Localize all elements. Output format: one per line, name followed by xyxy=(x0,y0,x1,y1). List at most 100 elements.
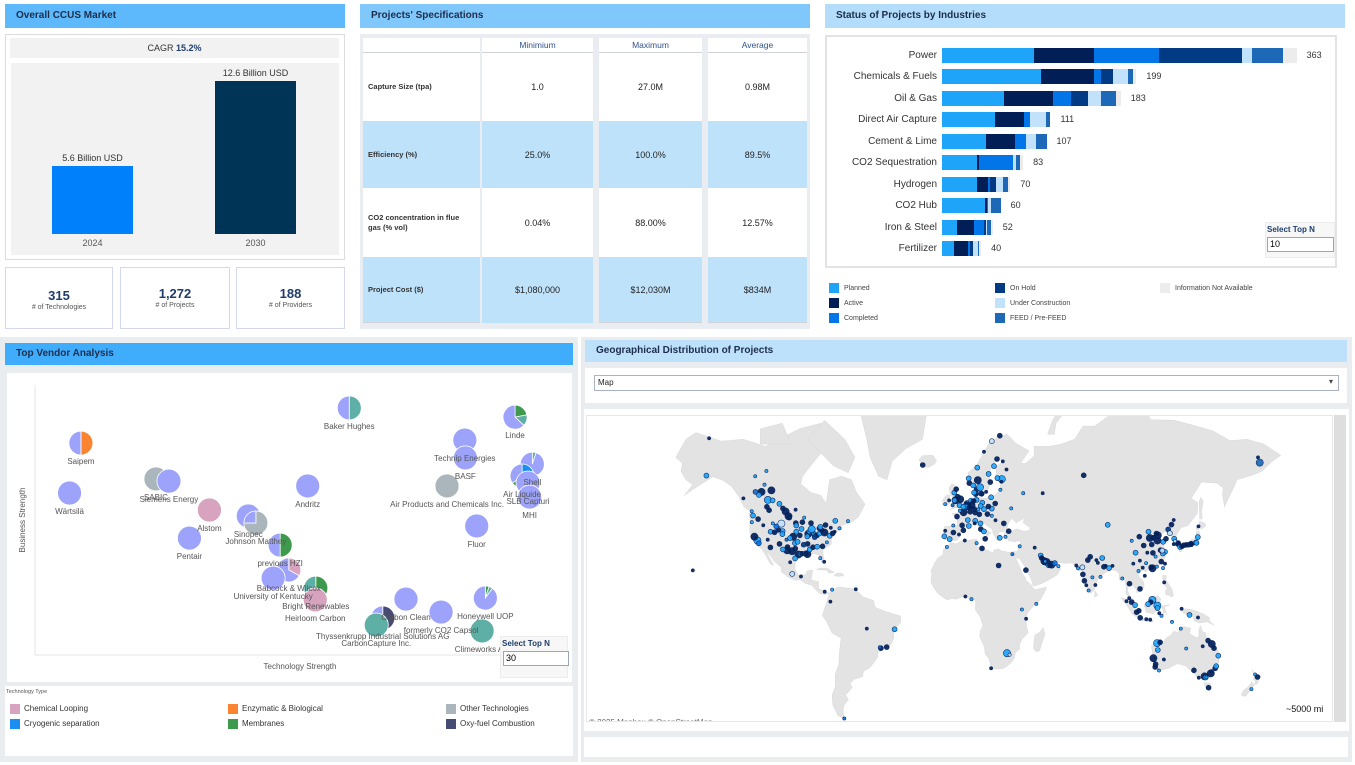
vendor-bubble[interactable] xyxy=(295,473,321,499)
project-point-planned[interactable] xyxy=(776,501,783,507)
project-point-planned[interactable] xyxy=(1056,564,1061,569)
project-point-active[interactable] xyxy=(828,525,833,530)
vendor-bubble[interactable] xyxy=(177,525,202,551)
project-point-planned[interactable] xyxy=(1215,652,1222,659)
bar-segment-completed[interactable] xyxy=(1015,133,1026,149)
project-point-under_construction[interactable] xyxy=(789,571,795,577)
project-point-active[interactable] xyxy=(1196,615,1200,620)
bar-segment-under_construction[interactable] xyxy=(987,198,991,214)
project-point-active[interactable] xyxy=(973,476,982,484)
project-point-active[interactable] xyxy=(1179,606,1184,611)
bar-segment-under_construction[interactable] xyxy=(1087,90,1102,106)
project-point-active[interactable] xyxy=(761,523,766,528)
project-point-planned[interactable] xyxy=(976,507,981,512)
bar-segment-na[interactable] xyxy=(1133,69,1137,85)
project-point-active[interactable] xyxy=(799,519,806,525)
bar-segment-feed[interactable] xyxy=(1002,176,1009,192)
bar-segment-completed[interactable] xyxy=(974,219,984,235)
project-point-feed[interactable] xyxy=(1255,458,1264,467)
project-point-active[interactable] xyxy=(970,498,977,504)
project-point-planned[interactable] xyxy=(1034,601,1039,606)
project-point-active[interactable] xyxy=(989,666,994,671)
project-point-active[interactable] xyxy=(1127,596,1132,601)
bar-segment-on_hold[interactable] xyxy=(989,176,996,192)
project-point-active[interactable] xyxy=(1157,639,1163,646)
legend-item-cryogenic[interactable]: Cryogenic separation xyxy=(10,719,100,729)
project-point-planned[interactable] xyxy=(804,533,811,540)
project-point-planned[interactable] xyxy=(780,546,786,553)
project-point-planned[interactable] xyxy=(1099,555,1106,561)
vendor-bubble[interactable] xyxy=(517,484,543,510)
project-point-active[interactable] xyxy=(1093,583,1098,587)
project-point-planned[interactable] xyxy=(807,525,816,534)
legend-item-planned[interactable]: Planned xyxy=(829,283,870,294)
bar-segment-completed[interactable] xyxy=(1024,112,1030,128)
project-point-active[interactable] xyxy=(750,532,759,541)
project-point-active[interactable] xyxy=(987,479,994,485)
project-point-active[interactable] xyxy=(1158,558,1165,565)
project-point-active[interactable] xyxy=(1163,536,1169,542)
project-point-active[interactable] xyxy=(1150,550,1156,556)
project-point-completed[interactable] xyxy=(842,716,847,721)
bar-segment-active[interactable] xyxy=(985,133,1016,149)
bar-segment-feed[interactable] xyxy=(1251,48,1283,63)
bar-segment-feed[interactable] xyxy=(978,241,980,257)
bar-segment-planned[interactable] xyxy=(942,133,986,149)
project-point-active[interactable] xyxy=(771,529,778,536)
vendor-bubble[interactable] xyxy=(197,497,222,523)
bar-segment-under_construction[interactable] xyxy=(985,219,987,235)
project-point-active[interactable] xyxy=(996,432,1003,439)
bar-segment-feed[interactable] xyxy=(1101,90,1116,106)
project-point-active[interactable] xyxy=(1074,563,1079,568)
bar-segment-feed[interactable] xyxy=(1035,133,1047,149)
project-point-planned[interactable] xyxy=(1076,566,1080,571)
vendor-bubble[interactable] xyxy=(469,618,495,644)
legend-item-on_hold[interactable]: On Hold xyxy=(995,283,1036,294)
project-point-active[interactable] xyxy=(993,518,998,523)
project-point-active[interactable] xyxy=(919,462,926,468)
project-point-planned[interactable] xyxy=(951,523,956,528)
bar-segment-active[interactable] xyxy=(984,198,987,214)
bar-segment-active[interactable] xyxy=(956,219,975,235)
vendor-top-n-input[interactable]: 30 xyxy=(503,651,569,666)
project-point-planned[interactable] xyxy=(1120,576,1125,581)
project-point-feed[interactable] xyxy=(877,645,882,650)
bar-segment-na[interactable] xyxy=(1282,48,1297,63)
project-point-under_construction[interactable] xyxy=(988,438,995,445)
project-point-planned[interactable] xyxy=(1213,663,1220,669)
project-point-active[interactable] xyxy=(1149,654,1158,663)
bar-segment-under_construction[interactable] xyxy=(1029,112,1046,128)
project-point-planned[interactable] xyxy=(770,521,775,526)
project-point-active[interactable] xyxy=(1094,558,1099,563)
project-point-active[interactable] xyxy=(767,544,774,551)
legend-item-membranes[interactable]: Membranes xyxy=(228,719,284,729)
project-point-active[interactable] xyxy=(1084,557,1091,563)
project-point-planned[interactable] xyxy=(996,535,1003,541)
project-point-planned[interactable] xyxy=(971,489,977,496)
vendor-bubble[interactable] xyxy=(428,599,454,625)
vendor-bubble[interactable] xyxy=(68,430,94,456)
project-point-planned[interactable] xyxy=(769,497,776,504)
project-point-planned[interactable] xyxy=(794,539,801,545)
vendor-bubble[interactable] xyxy=(267,532,293,558)
vendor-bubble[interactable] xyxy=(363,612,389,638)
legend-item-chemical_looping[interactable]: Chemical Looping xyxy=(10,704,88,714)
bar-segment-na[interactable] xyxy=(979,241,982,257)
bar-segment-on_hold[interactable] xyxy=(1101,69,1113,85)
project-point-planned[interactable] xyxy=(846,519,850,524)
project-point-planned[interactable] xyxy=(1204,675,1209,680)
project-point-active[interactable] xyxy=(1135,608,1142,614)
project-point-active[interactable] xyxy=(1196,524,1201,529)
project-point-active[interactable] xyxy=(1157,611,1162,616)
bar-segment-on_hold[interactable] xyxy=(1158,48,1242,63)
bar-segment-completed[interactable] xyxy=(979,155,1014,171)
project-point-planned[interactable] xyxy=(837,526,842,531)
project-point-active[interactable] xyxy=(979,545,985,552)
project-point-under_construction[interactable] xyxy=(1079,564,1086,571)
bar-segment-planned[interactable] xyxy=(942,69,1041,85)
project-point-active[interactable] xyxy=(960,527,967,534)
project-point-active[interactable] xyxy=(1000,459,1005,464)
project-point-planned[interactable] xyxy=(957,508,962,513)
project-point-active[interactable] xyxy=(963,594,968,599)
project-point-planned[interactable] xyxy=(798,526,805,532)
